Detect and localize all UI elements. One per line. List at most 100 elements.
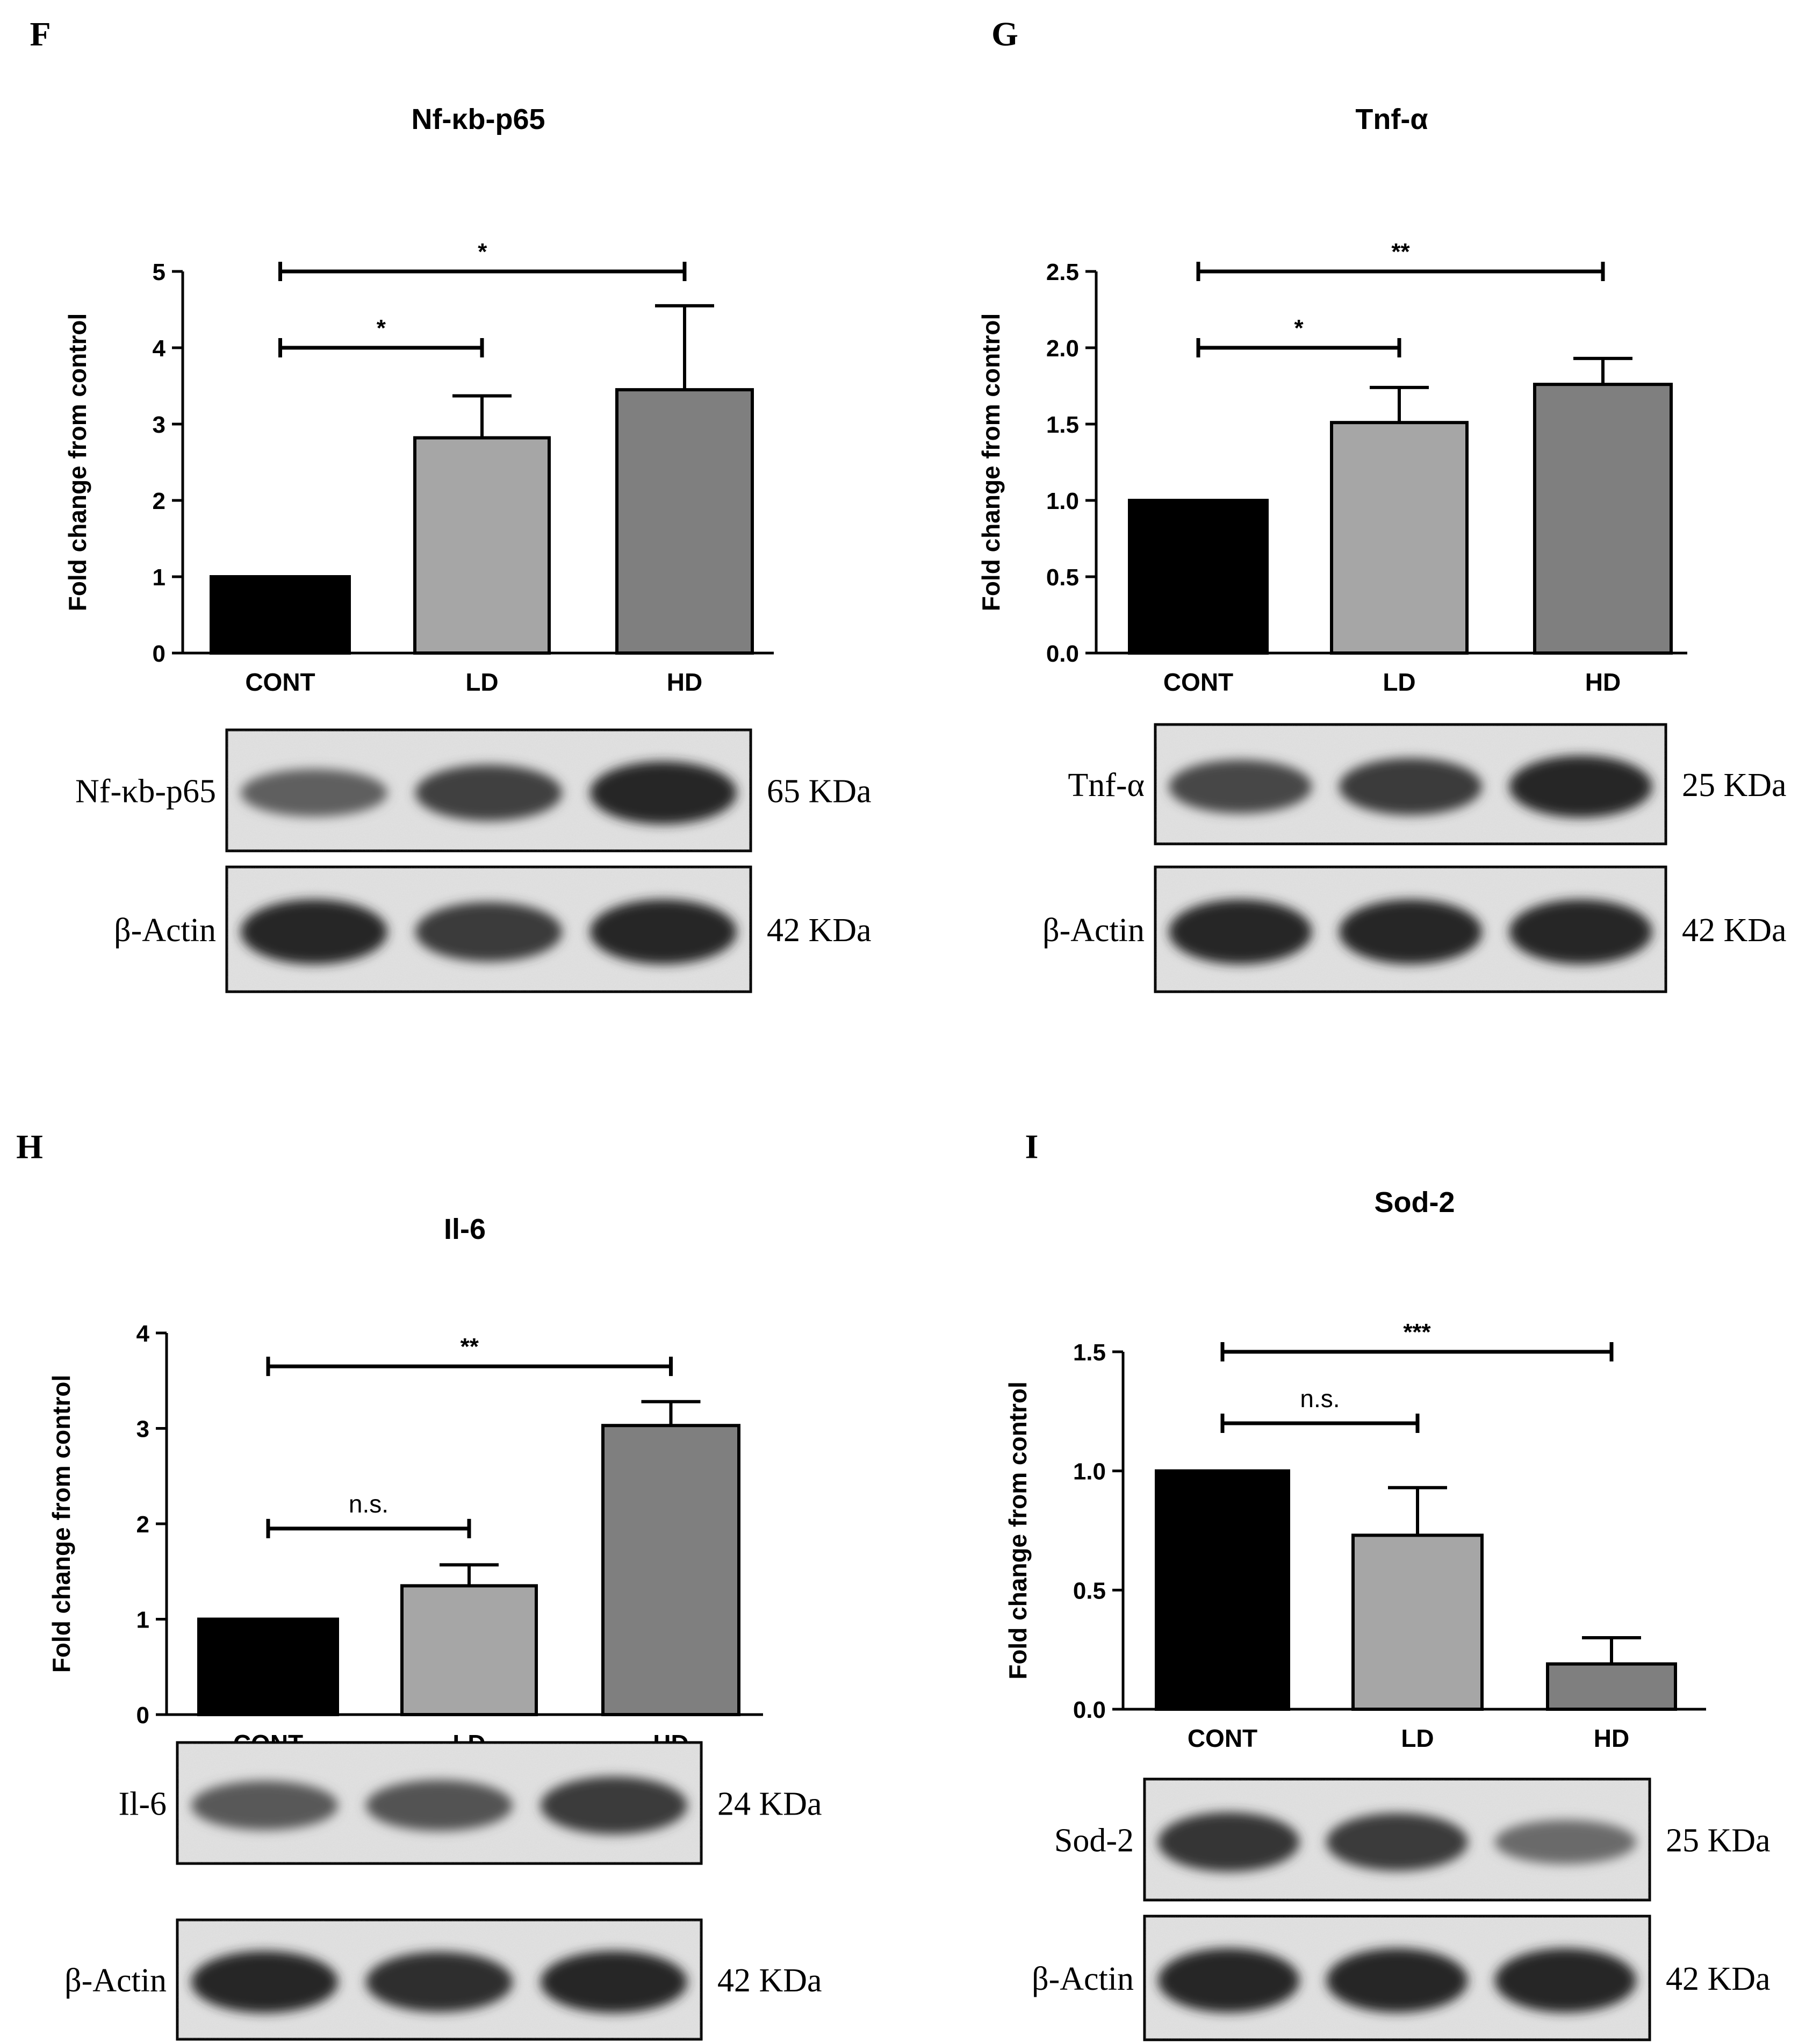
target-blot [1143,1777,1651,1902]
chart-title: Tnf-α [1355,103,1428,135]
y-tick-label: 2.0 [1046,335,1079,362]
loading-kda-label: 42 KDa [717,1962,822,1999]
target-blot [225,728,752,852]
blot-band [241,899,387,964]
bar-hd [1546,1662,1677,1711]
y-axis-label: Fold change from control [1004,1381,1032,1680]
panel-g: G Tnf-α 0.0 0.5 1.0 1.5 2.0 2.5 Fold change from… [977,15,1787,993]
y-tick-label: 3 [136,1416,149,1443]
x-tick-label: CONT [1163,668,1233,696]
blot-band [541,1776,687,1834]
y-tick-label: 1.5 [1073,1339,1106,1366]
x-tick-label: LD [465,668,498,696]
bar-hd [601,1424,740,1717]
blot-band [1169,899,1312,964]
significance-label: * [1294,315,1304,341]
bar-ld [1330,421,1469,655]
blot-band [1158,1948,1300,2013]
bar-hd [615,388,754,655]
bar-ld [413,436,551,655]
blot-band [241,769,387,817]
blot-band [415,902,562,962]
x-tick-label: HD [1594,1724,1629,1752]
loading-control-label: β-Actin [1032,1961,1134,1997]
y-tick-label: 1.0 [1046,488,1079,514]
bar-cont [1128,499,1269,655]
y-tick-label: 0.0 [1073,1697,1106,1723]
loading-kda-label: 42 KDa [1682,912,1787,949]
chart-title: Nf-κb-p65 [411,103,545,135]
target-protein-label: Nf-κb-p65 [75,773,216,810]
y-tick-label: 1 [153,564,166,591]
x-tick-label: CONT [245,668,315,696]
y-tick-label: 0 [153,641,166,667]
y-tick-label: 4 [136,1321,150,1347]
x-tick-label: CONT [1188,1724,1257,1752]
significance-label: n.s. [1300,1385,1340,1413]
target-blot [1154,723,1667,845]
y-axis-label: Fold change from control [977,313,1005,612]
panel-letter: F [30,15,51,53]
loading-blot [1154,865,1667,993]
loading-control-label: β-Actin [64,1962,167,1999]
loading-kda-label: 42 KDa [767,912,872,949]
blot-band [1169,759,1312,814]
significance-label: * [478,239,487,265]
y-tick-label: 2 [153,488,166,514]
bar-cont [1155,1469,1290,1711]
blot-band [1509,755,1652,818]
loading-blot [176,1918,703,2041]
significance-label: n.s. [349,1490,389,1518]
blot-band [1509,899,1652,964]
blot-band [590,899,737,964]
target-blot [176,1741,703,1865]
blot-band [1494,1948,1636,2013]
blot-band [1326,1948,1468,2013]
target-protein-label: Sod-2 [1054,1823,1134,1859]
significance-label: * [377,315,386,341]
loading-control-label: β-Actin [1042,912,1145,949]
loading-blot [225,865,752,993]
x-tick-label: HD [667,668,702,696]
panel-letter: H [16,1128,43,1166]
blot-band [1494,1819,1636,1865]
y-tick-label: 5 [153,259,166,285]
blot-band [366,1952,513,2012]
chart-title: Sod-2 [1374,1186,1455,1218]
panel-f: F Nf-κb-p65 0 1 2 3 4 5 Fold change from control… [30,15,872,993]
target-protein-label: Il-6 [118,1786,167,1823]
blot-band [1339,899,1482,964]
significance-label: *** [1403,1319,1431,1345]
blot-band [1339,758,1482,815]
bar-cont [210,575,351,655]
target-kda-label: 65 KDa [767,773,872,810]
y-tick-label: 0.0 [1046,641,1079,667]
blot-band [415,764,562,821]
target-kda-label: 25 KDa [1666,1823,1771,1859]
significance-label: ** [1391,239,1410,265]
bar-ld [1351,1533,1484,1711]
y-tick-label: 0.5 [1046,564,1079,591]
y-tick-label: 1.5 [1046,412,1079,438]
panel-letter: G [991,15,1018,53]
panel-i: I Sod-2 0.0 0.5 1.0 1.5 Fold change from contr… [1004,1128,1771,2041]
y-tick-label: 0.5 [1073,1578,1106,1604]
x-tick-label: HD [1585,668,1621,696]
bar-cont [197,1617,339,1716]
y-axis-label: Fold change from control [63,313,91,612]
y-tick-label: 0 [136,1702,149,1729]
target-kda-label: 24 KDa [717,1786,822,1823]
loading-kda-label: 42 KDa [1666,1961,1771,1997]
x-tick-label: LD [1383,668,1415,696]
bar-ld [400,1584,538,1716]
y-axis-label: Fold change from control [47,1375,75,1673]
blot-band [1326,1813,1468,1871]
loading-control-label: β-Actin [114,912,216,949]
target-kda-label: 25 KDa [1682,767,1787,804]
y-tick-label: 4 [153,335,166,362]
y-tick-label: 2 [136,1511,149,1538]
blot-band [366,1780,513,1831]
significance-label: ** [461,1334,479,1360]
